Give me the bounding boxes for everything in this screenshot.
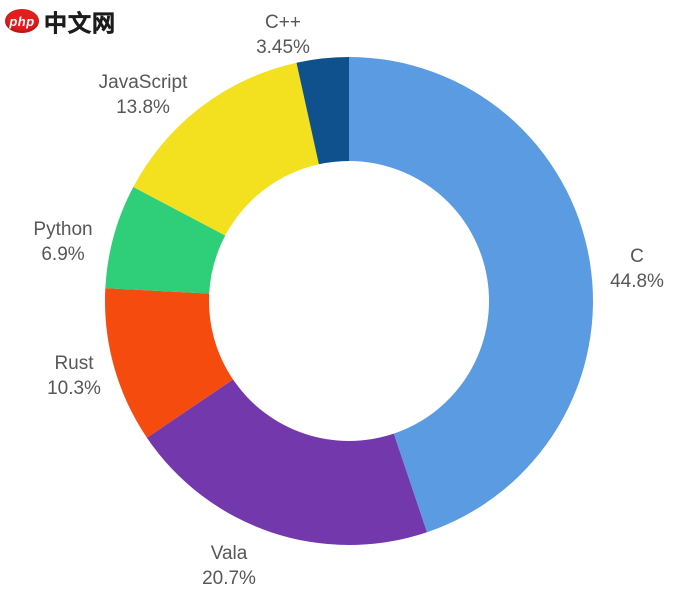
slice-percent-label: 10.3% [47, 378, 101, 399]
slice-percent-label: 13.8% [116, 97, 170, 118]
slice-javascript[interactable] [133, 62, 319, 236]
slice-percent-label: 20.7% [202, 568, 256, 589]
slice-percent-label: 44.8% [610, 271, 664, 292]
slice-name-label: Rust [54, 353, 94, 374]
php-logo-text: php [9, 13, 35, 29]
php-logo-icon: php [5, 9, 39, 33]
slice-name-label: C [630, 246, 644, 267]
site-logo[interactable]: php 中文网 [5, 4, 116, 38]
slice-rust[interactable] [105, 288, 234, 438]
site-name: 中文网 [44, 10, 116, 37]
slice-percent-label: 6.9% [41, 244, 84, 265]
slice-name-label: Python [33, 219, 92, 240]
slice-name-label: Vala [211, 543, 248, 564]
slice-percent-label: 3.45% [256, 37, 310, 58]
slice-python[interactable] [105, 186, 226, 294]
slice-name-label: C++ [265, 12, 301, 33]
slice-name-label: JavaScript [99, 72, 188, 93]
slice-cpp[interactable] [296, 57, 350, 165]
slice-vala[interactable] [146, 379, 427, 545]
slice-c[interactable] [349, 57, 593, 533]
